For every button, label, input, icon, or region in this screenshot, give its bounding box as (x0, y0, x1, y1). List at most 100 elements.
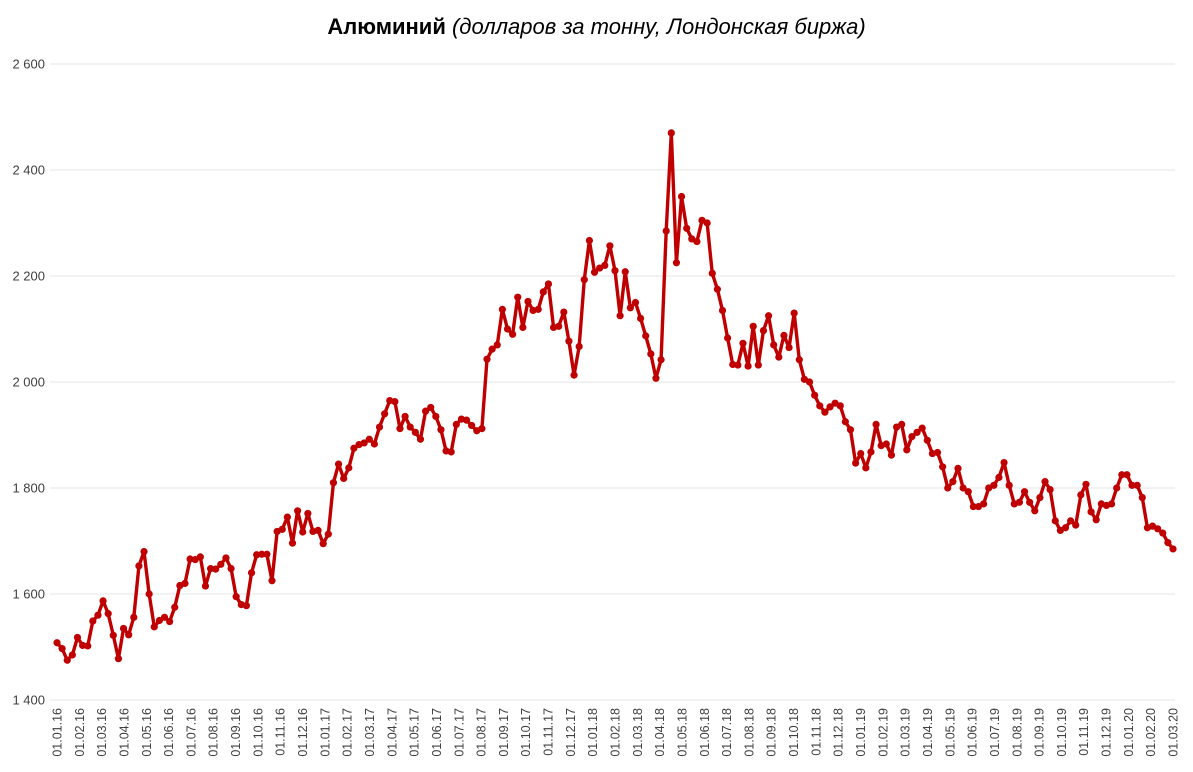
data-point (795, 356, 803, 364)
data-point (294, 507, 302, 515)
gridlines (50, 63, 1175, 701)
data-point (1005, 481, 1013, 489)
data-point (99, 597, 107, 605)
data-point (1164, 538, 1172, 547)
price-points (53, 129, 1177, 664)
data-point (1169, 545, 1177, 553)
data-point (616, 312, 624, 320)
data-point (396, 425, 404, 433)
data-point (1020, 488, 1029, 496)
data-point (421, 407, 430, 415)
data-point (944, 484, 952, 492)
data-point (805, 378, 814, 386)
data-point (314, 526, 322, 535)
data-point (406, 423, 414, 431)
data-point (53, 639, 61, 647)
data-point (201, 582, 210, 590)
x-tick-label: 01.06.16 (162, 708, 176, 757)
data-point (1051, 517, 1059, 525)
data-point (575, 342, 583, 351)
y-tick-label: 1 600 (12, 587, 45, 602)
data-point (816, 402, 824, 410)
data-point (954, 464, 962, 472)
x-tick-label: 01.03.20 (1167, 708, 1181, 757)
data-point (247, 569, 256, 577)
data-point (334, 460, 343, 468)
data-point (1046, 485, 1054, 494)
data-point (401, 412, 409, 421)
data-point (560, 308, 568, 316)
data-point (898, 420, 906, 428)
x-tick-label: 01.05.17 (408, 708, 422, 757)
data-point (114, 655, 123, 663)
data-point (790, 309, 798, 317)
data-point (222, 554, 230, 562)
data-point (913, 428, 921, 436)
data-point (672, 259, 681, 267)
data-point (514, 293, 522, 301)
data-point (979, 500, 988, 508)
data-point (375, 423, 384, 431)
data-point (1133, 481, 1141, 489)
data-point (524, 297, 532, 306)
data-point (447, 448, 455, 456)
x-tick-label: 01.01.20 (1122, 708, 1136, 757)
data-point (503, 325, 512, 333)
price-line (55, 131, 1175, 662)
x-tick-label: 01.02.19 (876, 708, 890, 757)
data-point (160, 613, 169, 621)
data-point (242, 602, 251, 610)
data-point (468, 421, 476, 430)
x-tick-label: 01.04.16 (117, 708, 131, 757)
data-point (647, 350, 655, 358)
data-point (785, 343, 793, 352)
data-point (73, 633, 82, 642)
x-tick-label: 01.11.17 (542, 708, 556, 756)
data-point (759, 326, 768, 335)
data-point (58, 644, 66, 653)
chart-title: Алюминий (долларов за тонну, Лондонская … (0, 14, 1193, 40)
data-point (703, 219, 711, 227)
data-point (662, 227, 670, 235)
data-point (1000, 458, 1008, 467)
data-point (145, 590, 153, 598)
data-point (130, 613, 138, 621)
data-point (488, 345, 496, 353)
data-point (319, 540, 327, 548)
data-point (263, 550, 271, 558)
data-point (995, 473, 1003, 481)
x-tick-label: 01.02.18 (609, 708, 623, 757)
data-point (452, 420, 460, 428)
data-point (1113, 484, 1121, 492)
data-point (493, 341, 501, 349)
data-point (432, 412, 440, 421)
data-point (534, 305, 542, 313)
x-tick-label: 01.02.16 (73, 708, 87, 757)
data-point (1138, 493, 1146, 502)
data-point (1107, 500, 1116, 508)
data-point (166, 617, 174, 626)
data-point (590, 268, 599, 276)
data-point (964, 488, 972, 496)
x-tick-label: 01.06.17 (430, 708, 444, 757)
data-point (1061, 524, 1070, 532)
data-point (427, 403, 435, 412)
data-point (478, 425, 486, 433)
data-point (775, 353, 783, 361)
x-tick-label: 01.03.17 (363, 708, 377, 757)
data-point (171, 603, 179, 611)
x-tick-label: 01.09.18 (765, 708, 779, 757)
data-point (232, 593, 240, 601)
x-tick-label: 01.07.18 (720, 708, 734, 757)
data-point (570, 371, 578, 379)
data-point (509, 330, 517, 338)
data-point (606, 242, 614, 250)
data-point (637, 314, 645, 322)
x-tick-label: 01.11.16 (274, 708, 288, 756)
x-tick-label: 01.09.19 (1033, 708, 1047, 757)
data-point (381, 410, 389, 418)
data-point (119, 624, 128, 633)
x-tick-label: 01.01.16 (51, 708, 65, 757)
data-point (1118, 471, 1126, 479)
